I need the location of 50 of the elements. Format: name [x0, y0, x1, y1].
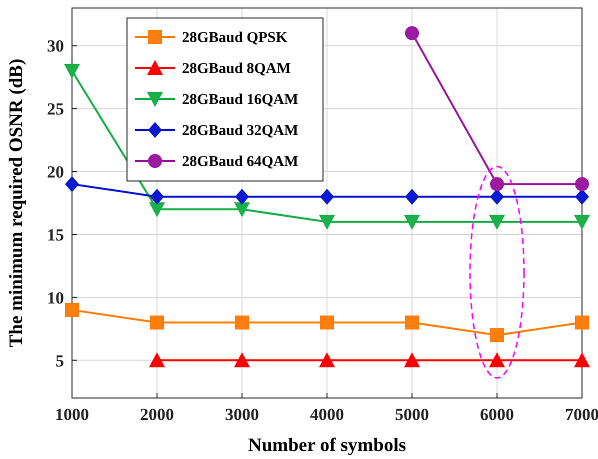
x-tick-label: 4000	[310, 405, 344, 424]
point	[490, 177, 504, 192]
x-tick-label: 7000	[565, 405, 598, 424]
point	[234, 352, 250, 368]
point	[319, 214, 335, 230]
point	[575, 177, 589, 192]
point	[404, 214, 420, 230]
point	[320, 188, 334, 205]
point	[65, 302, 79, 317]
y-tick-label: 10	[47, 288, 64, 308]
point	[64, 64, 80, 79]
point	[405, 316, 419, 330]
legend-label: 28GBaud 64QAM	[182, 154, 298, 170]
point	[405, 188, 419, 205]
point	[574, 352, 590, 368]
x-tick-label: 3000	[225, 405, 259, 424]
point	[149, 202, 165, 218]
point	[405, 26, 419, 40]
point	[489, 214, 505, 230]
point	[490, 328, 504, 342]
point	[235, 316, 249, 330]
legend-label: 28GBaud 16QAM	[182, 92, 298, 108]
y-tick-label: 5	[56, 351, 64, 370]
x-tick-label: 5000	[395, 405, 429, 424]
y-tick-label: 30	[47, 36, 64, 56]
point	[490, 188, 504, 205]
point	[150, 188, 164, 205]
point	[320, 316, 334, 330]
point	[404, 352, 420, 368]
point	[574, 214, 590, 230]
x-axis-title: Number of symbols	[248, 435, 406, 456]
y-axis-title: The minimum required OSNR (dB)	[6, 58, 27, 348]
point	[149, 352, 165, 368]
point	[234, 202, 250, 218]
y-tick-label: 25	[47, 100, 64, 119]
point	[489, 352, 505, 368]
legend-label: 28GBaud 8QAM	[182, 61, 291, 77]
y-tick-label: 20	[47, 162, 64, 182]
y-tick-label: 15	[47, 225, 64, 244]
point	[575, 316, 589, 330]
x-tick-label: 6000	[480, 405, 514, 424]
x-tick-label: 1000	[55, 405, 89, 424]
point	[319, 352, 335, 368]
point	[65, 176, 79, 192]
point	[235, 188, 249, 205]
point	[150, 316, 164, 330]
point	[575, 188, 589, 205]
legend-label: 28GBaud 32QAM	[182, 123, 298, 139]
x-tick-label: 2000	[140, 405, 174, 424]
legend-label: 28GBaud QPSK	[182, 30, 288, 46]
